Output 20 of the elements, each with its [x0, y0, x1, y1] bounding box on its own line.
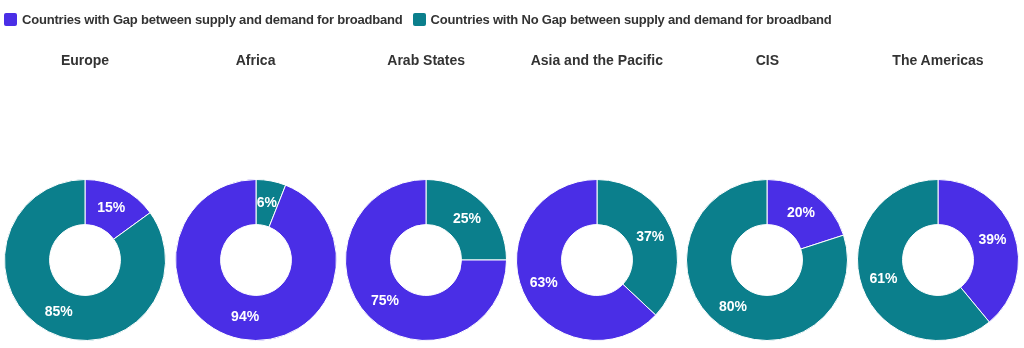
data-label: 75%: [371, 291, 400, 308]
legend-label: Countries with No Gap between supply and demand for broadband: [430, 12, 832, 27]
chart-title: Africa: [234, 51, 277, 70]
chart-title: Arab States: [386, 51, 467, 70]
data-label: 39%: [978, 231, 1008, 248]
legend-label: Countries with Gap between supply and demand for broadband: [22, 12, 403, 27]
data-label: 63%: [529, 273, 559, 290]
data-label: 20%: [787, 203, 817, 220]
data-label: 25%: [453, 209, 482, 226]
chart-title: The Americas: [891, 51, 985, 70]
data-label: 94%: [230, 307, 260, 324]
data-label: 85%: [44, 302, 74, 319]
text: Europe: [59, 51, 111, 70]
data-label: 37%: [635, 227, 665, 244]
chart-title: CIS: [754, 51, 781, 70]
data-label: 6%: [256, 193, 278, 210]
data-label: 80%: [719, 297, 748, 314]
chart-title: Asia and the Pacific: [529, 51, 664, 70]
data-label: 15%: [97, 199, 126, 216]
data-label: 61%: [869, 270, 899, 287]
